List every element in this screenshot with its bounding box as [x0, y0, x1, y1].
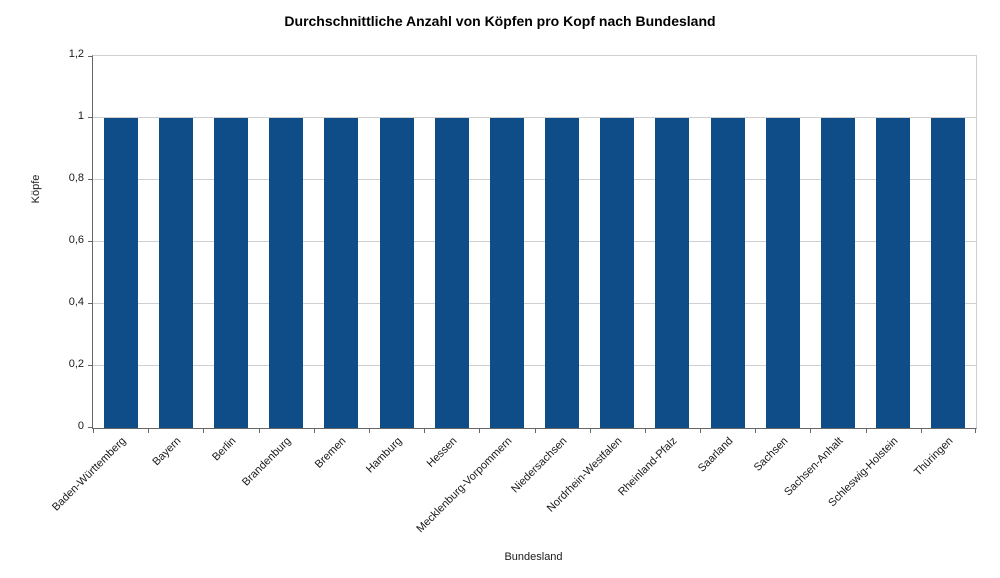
x-axis-tick — [535, 428, 536, 433]
y-axis-tick — [88, 117, 93, 118]
y-axis-tick — [88, 427, 93, 428]
x-category-label: Bremen — [313, 435, 349, 471]
y-tick-label: 0 — [77, 420, 84, 432]
plot-area — [88, 55, 977, 433]
gridline — [93, 179, 976, 180]
y-tick-label: 0,4 — [68, 296, 84, 308]
y-tick-label: 1 — [77, 110, 84, 122]
y-tick-label: 0,8 — [68, 172, 84, 184]
y-tick-label: 0,6 — [68, 234, 84, 246]
bar — [434, 118, 469, 428]
bar — [489, 118, 524, 428]
x-axis-tick — [755, 428, 756, 433]
gridline — [93, 241, 976, 242]
chart-title: Durchschnittliche Anzahl von Köpfen pro … — [284, 13, 716, 29]
x-axis-tick — [259, 428, 260, 433]
x-axis-tick — [921, 428, 922, 433]
bar — [821, 118, 856, 428]
bar — [379, 118, 414, 428]
y-tick-label: 0,2 — [68, 358, 84, 370]
x-axis-tick — [645, 428, 646, 433]
x-category-label: Thüringen — [912, 435, 956, 479]
bar — [158, 118, 193, 428]
bar — [103, 118, 138, 428]
y-axis-title: Köpfe — [30, 174, 42, 204]
gridline — [93, 303, 976, 304]
gridline — [93, 117, 976, 118]
y-tick-label: 1,2 — [68, 48, 84, 60]
x-axis-tick — [148, 428, 149, 433]
x-axis-tick — [700, 428, 701, 433]
x-axis-tick — [369, 428, 370, 433]
bar — [765, 118, 800, 428]
bar — [931, 118, 966, 428]
y-axis-tick — [88, 303, 93, 304]
x-axis-title: Bundesland — [504, 551, 563, 563]
x-axis-tick — [203, 428, 204, 433]
x-category-label: Rheinland-Pfalz — [616, 435, 680, 499]
x-axis-tick — [479, 428, 480, 433]
gridline — [93, 365, 976, 366]
x-axis-tick — [314, 428, 315, 433]
y-axis-tick — [88, 365, 93, 366]
y-axis-tick — [88, 179, 93, 180]
x-axis-tick — [590, 428, 591, 433]
bar — [269, 118, 304, 428]
y-axis-tick — [88, 56, 93, 57]
x-axis-tick — [866, 428, 867, 433]
x-axis-tick — [93, 428, 94, 433]
x-axis-tick — [975, 428, 976, 433]
x-axis-tick — [424, 428, 425, 433]
bar — [213, 118, 248, 428]
bar — [324, 118, 359, 428]
x-axis-tick — [810, 428, 811, 433]
bar — [655, 118, 690, 428]
bar — [545, 118, 580, 428]
bar — [876, 118, 911, 428]
bar — [710, 118, 745, 428]
y-axis-tick — [88, 241, 93, 242]
bar — [600, 118, 635, 428]
